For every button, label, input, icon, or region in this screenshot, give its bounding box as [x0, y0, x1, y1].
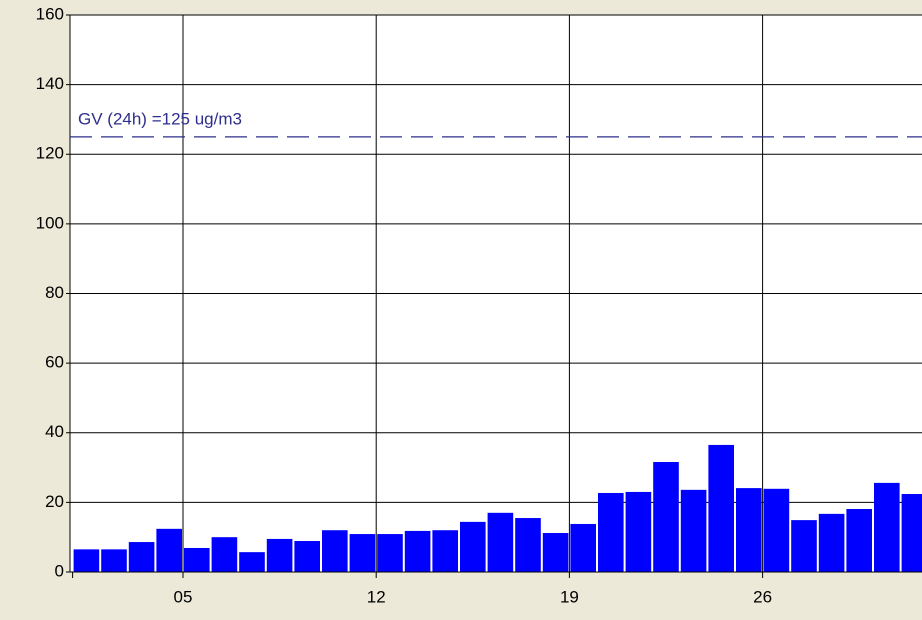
bar: [708, 444, 734, 572]
bar: [625, 491, 652, 572]
bar: [266, 538, 293, 572]
bar: [349, 534, 376, 572]
bar: [818, 513, 845, 572]
bar: [653, 461, 679, 572]
bar: [460, 521, 486, 572]
bar: [404, 530, 431, 572]
x-tick-label: 26: [753, 587, 772, 606]
y-tick-label: 100: [36, 213, 64, 232]
bar: [322, 530, 348, 572]
bar: [487, 512, 514, 572]
bar: [680, 489, 707, 572]
bar: [515, 518, 541, 572]
bar: [846, 508, 872, 572]
y-tick-label: 40: [45, 422, 64, 441]
bar: [570, 523, 596, 572]
bar: [542, 533, 569, 572]
bar: [239, 552, 265, 572]
y-tick-label: 120: [36, 144, 64, 163]
bar: [432, 530, 458, 572]
bar: [598, 492, 624, 572]
y-tick-label: 0: [55, 561, 64, 580]
bar: [73, 549, 100, 572]
bar: [101, 549, 127, 572]
bar: [901, 494, 922, 572]
x-tick-label: 12: [367, 587, 386, 606]
reference-label: GV (24h) =125 ug/m3: [78, 109, 242, 128]
y-tick-label: 60: [45, 353, 64, 372]
bar: [211, 537, 238, 572]
bar: [736, 488, 762, 572]
bar: [763, 488, 790, 572]
bar: [294, 541, 320, 572]
bar: [377, 534, 403, 572]
bar: [184, 547, 210, 572]
bar: [874, 482, 900, 572]
x-tick-label: 05: [174, 587, 193, 606]
y-tick-label: 20: [45, 492, 64, 511]
y-tick-label: 80: [45, 283, 64, 302]
y-tick-label: 140: [36, 74, 64, 93]
bar: [128, 542, 155, 572]
y-tick-label: 160: [36, 4, 64, 23]
bar: [156, 528, 182, 572]
bar: [791, 520, 817, 572]
x-tick-label: 19: [560, 587, 579, 606]
